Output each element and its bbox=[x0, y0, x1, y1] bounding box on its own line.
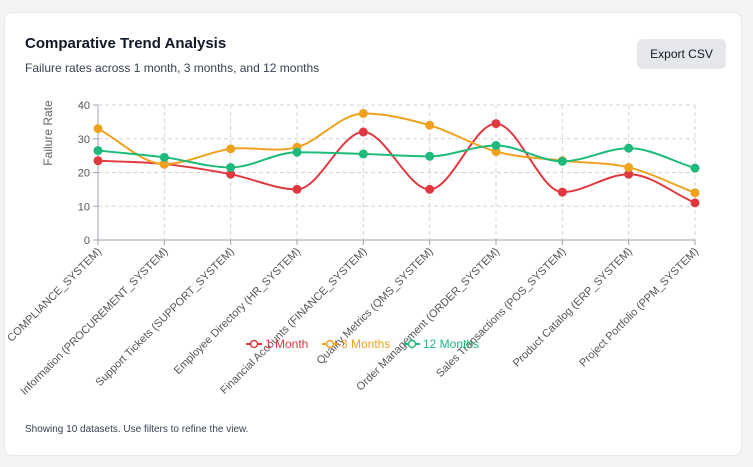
data-point-12-months[interactable] bbox=[93, 146, 103, 156]
data-point-12-months[interactable] bbox=[690, 163, 700, 173]
data-point-12-months[interactable] bbox=[491, 141, 501, 150]
data-point-1-month[interactable] bbox=[93, 156, 103, 166]
chart-title: Comparative Trend Analysis bbox=[25, 35, 227, 52]
footer-note: Showing 10 datasets. Use filters to refi… bbox=[25, 424, 249, 435]
data-point-12-months[interactable] bbox=[159, 152, 169, 162]
data-point-3-months[interactable] bbox=[624, 162, 634, 172]
x-tick-label: Information (PROCUREMENT_SYSTEM) bbox=[18, 246, 170, 398]
x-tick-label: Project Portfolio (PPM_SYSTEM) bbox=[577, 246, 701, 370]
data-point-3-months[interactable] bbox=[690, 188, 700, 198]
data-point-3-months[interactable] bbox=[159, 159, 169, 169]
legend-swatch-marker bbox=[249, 339, 259, 349]
y-tick-label: 10 bbox=[78, 201, 90, 213]
x-tick-label: Sales Transactions (POS_SYSTEM) bbox=[434, 246, 568, 380]
grid-lines bbox=[97, 104, 696, 240]
data-point-1-month[interactable] bbox=[690, 198, 700, 208]
x-tick-label: Support Tickets (SUPPORT_SYSTEM) bbox=[94, 246, 237, 389]
x-tick-labels: COMPLIANCE_SYSTEM)Information (PROCUREME… bbox=[5, 246, 701, 398]
data-point-12-months[interactable] bbox=[425, 151, 435, 161]
data-point-12-months[interactable] bbox=[557, 156, 567, 166]
data-point-12-months[interactable] bbox=[226, 162, 236, 172]
data-point-3-months[interactable] bbox=[226, 144, 236, 154]
data-point-1-month[interactable] bbox=[358, 127, 368, 137]
series-lines bbox=[93, 108, 700, 208]
legend-item-1-month[interactable]: 1 Month bbox=[246, 337, 308, 351]
y-tick-label: 0 bbox=[84, 235, 90, 247]
data-point-1-month[interactable] bbox=[292, 184, 302, 194]
legend-swatch-marker bbox=[407, 339, 417, 349]
legend-label: 12 Months bbox=[423, 337, 479, 351]
data-point-3-months[interactable] bbox=[93, 124, 103, 134]
legend-label: 3 Months bbox=[341, 337, 390, 351]
x-tick-label: Financial Accounts (FINANCE_SYSTEM) bbox=[218, 246, 369, 397]
data-point-1-month[interactable] bbox=[425, 184, 435, 194]
series-line-3-months bbox=[97, 112, 696, 194]
data-point-3-months[interactable] bbox=[358, 108, 368, 118]
y-tick-label: 30 bbox=[78, 134, 90, 146]
data-point-1-month[interactable] bbox=[226, 169, 236, 179]
legend-swatch-marker bbox=[325, 339, 335, 349]
chart-card: Comparative Trend Analysis Failure rates… bbox=[4, 12, 742, 456]
data-point-1-month[interactable] bbox=[624, 169, 634, 179]
export-csv-button[interactable]: Export CSV bbox=[637, 39, 726, 69]
data-point-1-month[interactable] bbox=[557, 187, 567, 197]
legend-item-3-months[interactable]: 3 Months bbox=[322, 337, 390, 351]
x-tick-label: Employee Directory (HR_SYSTEM) bbox=[172, 246, 303, 377]
data-point-12-months[interactable] bbox=[624, 143, 634, 153]
chart-legend: 1 Month 3 Months 12 Months bbox=[246, 337, 479, 351]
legend-item-12-months[interactable]: 12 Months bbox=[404, 337, 479, 351]
data-point-1-month[interactable] bbox=[491, 119, 501, 129]
y-tick-label: 40 bbox=[78, 100, 90, 112]
y-tick-labels: 0 10 20 30 40 bbox=[78, 100, 90, 247]
series-line-12-months bbox=[97, 144, 696, 170]
data-point-12-months[interactable] bbox=[358, 149, 368, 159]
y-tick-label: 20 bbox=[78, 168, 90, 180]
series-line-1-month bbox=[97, 122, 696, 204]
data-point-12-months[interactable] bbox=[292, 147, 302, 157]
axes bbox=[93, 104, 696, 245]
data-point-3-months[interactable] bbox=[425, 120, 435, 130]
legend-label: 1 Month bbox=[265, 337, 308, 351]
chart-subtitle: Failure rates across 1 month, 3 months, … bbox=[25, 61, 320, 75]
x-tick-label: Product Catalog (ERP_SYSTEM) bbox=[511, 246, 635, 370]
x-tick-label: Order Management (ORDER_SYSTEM) bbox=[354, 246, 502, 394]
y-axis-title: Failure Rate bbox=[41, 100, 55, 166]
